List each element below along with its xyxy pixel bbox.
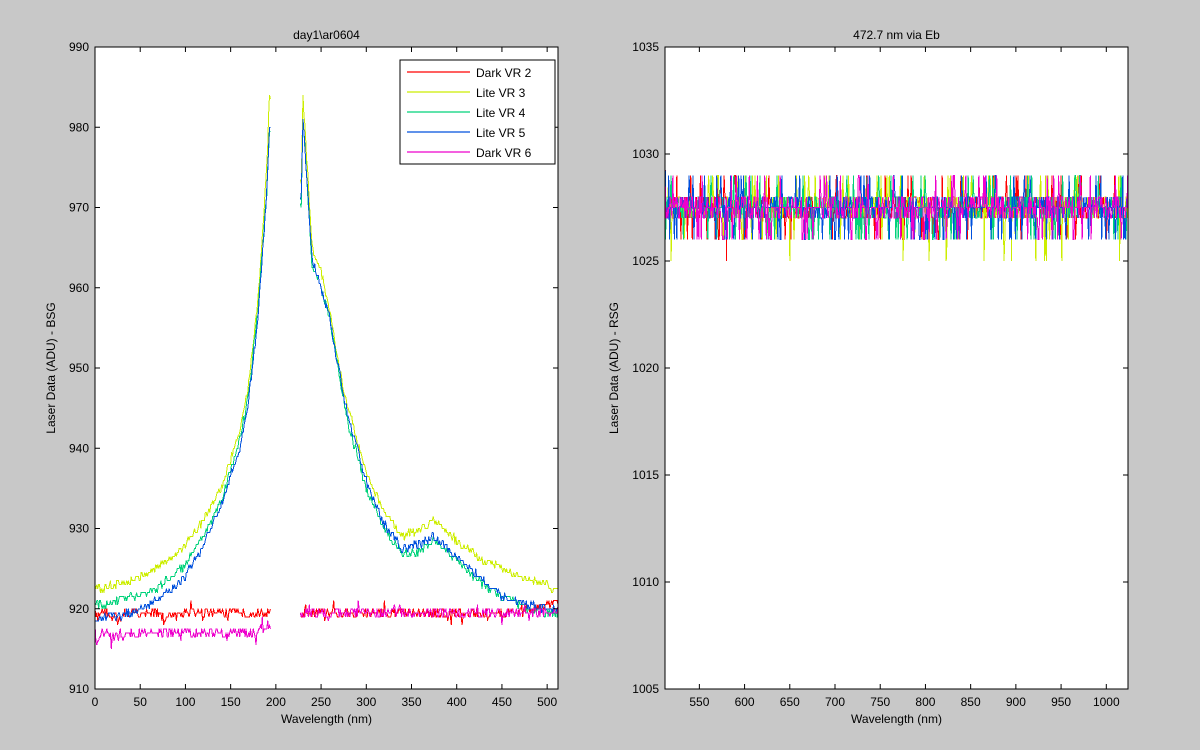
y-tick-label: 1010 bbox=[632, 575, 659, 589]
x-tick-label: 850 bbox=[961, 695, 981, 709]
y-tick-label: 920 bbox=[69, 602, 89, 616]
x-tick-label: 750 bbox=[870, 695, 890, 709]
x-tick-label: 100 bbox=[175, 695, 195, 709]
chart-title: 472.7 nm via Eb bbox=[853, 28, 940, 42]
x-tick-label: 550 bbox=[689, 695, 709, 709]
x-tick-label: 150 bbox=[221, 695, 241, 709]
x-tick-label: 250 bbox=[311, 695, 331, 709]
x-tick-label: 200 bbox=[266, 695, 286, 709]
y-axis-label: Laser Data (ADU) - RSG bbox=[607, 302, 621, 434]
series-group bbox=[665, 121, 1128, 262]
x-tick-label: 350 bbox=[401, 695, 421, 709]
y-tick-label: 1025 bbox=[632, 254, 659, 268]
series-group bbox=[95, 94, 558, 649]
legend: Dark VR 2 Lite VR 3 Lite VR 4 Lite VR 5 Dark… bbox=[399, 59, 556, 165]
x-tick-label: 300 bbox=[356, 695, 376, 709]
left-chart: 0 50 100 150 200 250 300 350 400 450 500 910 920 930 9… bbox=[44, 28, 559, 726]
x-tick-label: 650 bbox=[780, 695, 800, 709]
x-tick-label: 50 bbox=[134, 695, 148, 709]
series-line-4 bbox=[95, 119, 558, 622]
y-tick-label: 910 bbox=[69, 682, 89, 696]
legend-label-4: Lite VR 5 bbox=[476, 126, 526, 140]
x-tick-label: 450 bbox=[492, 695, 512, 709]
legend-label-1: Dark VR 2 bbox=[476, 66, 532, 80]
y-tick-label: 1035 bbox=[632, 40, 659, 54]
x-tick-label: 700 bbox=[825, 695, 845, 709]
legend-label-3: Lite VR 4 bbox=[476, 106, 526, 120]
y-tick-label: 980 bbox=[69, 120, 89, 134]
y-tick-label: 1020 bbox=[632, 361, 659, 375]
x-tick-label: 950 bbox=[1051, 695, 1071, 709]
legend-label-2: Lite VR 3 bbox=[476, 86, 526, 100]
x-tick-label: 800 bbox=[915, 695, 935, 709]
series-line-2 bbox=[95, 94, 558, 594]
legend-label-5: Dark VR 6 bbox=[476, 146, 532, 160]
y-tick-label: 940 bbox=[69, 441, 89, 455]
y-tick-label: 1005 bbox=[632, 682, 659, 696]
x-tick-label: 400 bbox=[447, 695, 467, 709]
y-tick-label: 1015 bbox=[632, 468, 659, 482]
series-line-2 bbox=[665, 153, 1128, 262]
y-axis-label: Laser Data (ADU) - BSG bbox=[44, 302, 58, 433]
x-tick-label: 1000 bbox=[1093, 695, 1120, 709]
x-tick-label: 500 bbox=[537, 695, 557, 709]
x-tick-label: 900 bbox=[1006, 695, 1026, 709]
chart-title: day1\ar0604 bbox=[293, 28, 360, 42]
x-tick-label: 0 bbox=[92, 695, 99, 709]
plot-area bbox=[665, 47, 1128, 689]
y-tick-label: 960 bbox=[69, 281, 89, 295]
y-tick-label: 930 bbox=[69, 522, 89, 536]
x-axis-label: Wavelength (nm) bbox=[851, 712, 942, 726]
y-tick-label: 970 bbox=[69, 201, 89, 215]
x-tick-label: 600 bbox=[735, 695, 755, 709]
x-axis-label: Wavelength (nm) bbox=[281, 712, 372, 726]
right-chart: 550 600 650 700 750 800 850 900 950 1000 1005 1010 1… bbox=[607, 28, 1129, 726]
y-tick-label: 1030 bbox=[632, 147, 659, 161]
y-tick-label: 950 bbox=[69, 361, 89, 375]
series-line-5 bbox=[95, 600, 558, 649]
series-line-5 bbox=[665, 153, 1128, 241]
y-tick-label: 990 bbox=[69, 40, 89, 54]
